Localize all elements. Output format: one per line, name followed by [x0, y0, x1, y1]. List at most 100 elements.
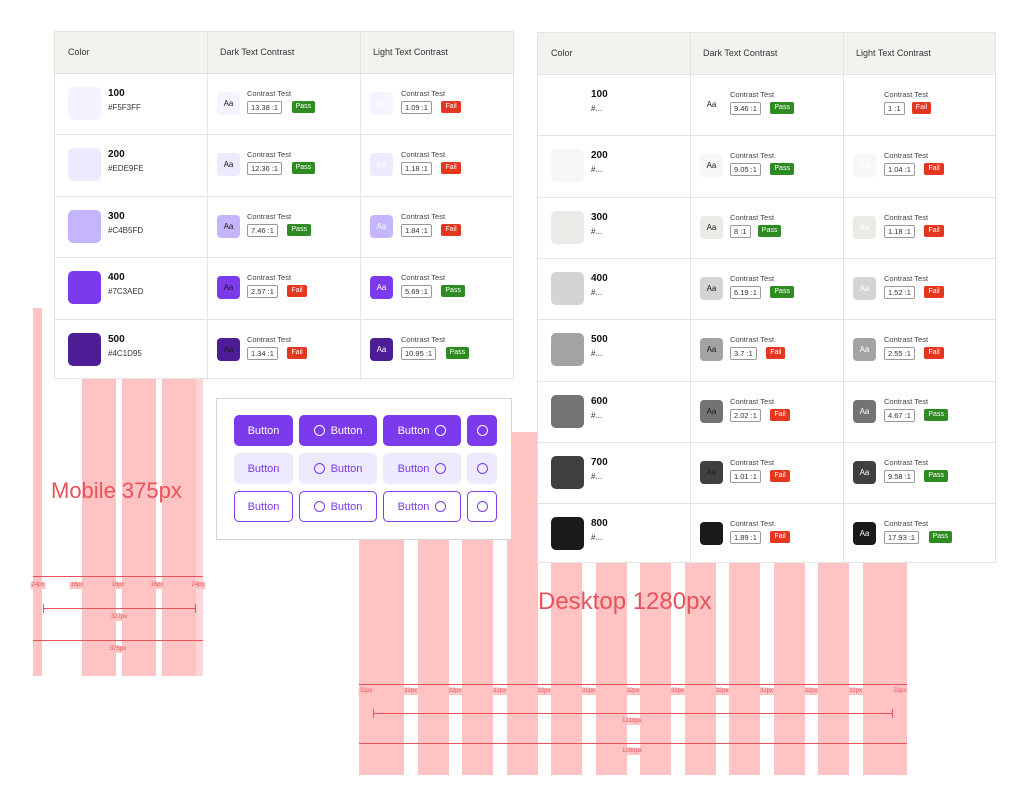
dim-label: 16px [69, 582, 85, 589]
button-soft[interactable]: Button [383, 453, 461, 484]
grid-column [862, 560, 894, 775]
dim-label: 32px [402, 688, 419, 695]
contrast-test-label: Contrast Test [247, 89, 292, 98]
contrast-test-label: Contrast Test [730, 151, 775, 161]
gray-contrast-table: Color Dark Text Contrast Light Text Cont… [537, 32, 996, 565]
hex-label: #... [591, 533, 603, 543]
dim-label: 1280px [621, 748, 643, 755]
color-swatch [551, 517, 584, 551]
shade-label: 300 [108, 210, 125, 222]
contrast-test-label: Contrast Test [884, 212, 929, 222]
dark-result-badge: Fail [770, 469, 790, 482]
shade-label: 400 [108, 272, 125, 284]
table-row: 400 #7C3AED Aa Contrast Test 2.57 :1 Fail Aa Co… [55, 257, 513, 318]
dark-ratio: 6.19 :1 [730, 285, 761, 299]
hex-label: #F5F3FF [108, 103, 141, 112]
shade-label: 200 [591, 150, 608, 162]
light-ratio: 1.52 :1 [884, 285, 915, 299]
contrast-test-label: Contrast Test [730, 335, 775, 345]
hex-label: #... [591, 104, 603, 113]
icon-button-outline[interactable] [467, 491, 497, 522]
table-header: Color Dark Text Contrast Light Text Cont… [55, 32, 513, 74]
row-divider [538, 135, 995, 137]
dark-sample: Aa [700, 276, 723, 300]
button-label: Button [397, 424, 430, 437]
dim-label: 32px [447, 688, 463, 695]
table-row: 500 #... Aa Contrast Test 3.7 :1 Fail Aa Contra… [538, 319, 995, 380]
button-label: Button [330, 500, 363, 513]
contrast-test-label: Contrast Test [401, 150, 446, 160]
hex-label: #... [591, 410, 603, 420]
dark-ratio: 7.46 :1 [247, 223, 278, 237]
light-sample: Aa [853, 399, 876, 423]
header-light-contrast: Light Text Contrast [856, 48, 931, 58]
light-result-badge: Fail [924, 285, 944, 298]
contrast-test-label: Contrast Test [884, 335, 929, 345]
button-outline[interactable]: Button [234, 491, 293, 522]
dim-label: 32px [536, 688, 552, 695]
light-sample: Aa [370, 276, 393, 300]
color-swatch [551, 149, 584, 183]
hex-label: #C4B5FD [108, 225, 144, 235]
dark-sample: Aa [217, 153, 240, 177]
light-result-badge: Fail [924, 224, 944, 237]
column-divider [360, 32, 361, 380]
dark-ratio: 1.89 :1 [730, 531, 761, 545]
button-outline[interactable]: Button [383, 491, 461, 522]
icon-button-solid[interactable] [467, 415, 497, 446]
color-swatch [551, 210, 584, 244]
header-dark-contrast: Dark Text Contrast [220, 47, 295, 57]
light-result-badge: Pass [441, 285, 465, 298]
button-label: Button [247, 424, 280, 437]
dark-ratio: 3.7 :1 [730, 347, 757, 361]
dim-label: 32px [803, 688, 819, 695]
grid-column [507, 432, 537, 562]
contrast-test-label: Contrast Test [884, 90, 929, 99]
dark-result-badge: Pass [757, 224, 782, 237]
dark-sample: Aa [700, 399, 723, 423]
hex-label: #... [591, 349, 603, 359]
grid-column [417, 540, 449, 775]
dim-label: 32px [714, 688, 730, 695]
button-soft[interactable]: Button [234, 453, 293, 484]
dim-label: 32px [669, 688, 686, 695]
light-ratio: 2.55 :1 [884, 347, 915, 361]
dark-sample: Aa [700, 522, 723, 546]
table-row: 400 #... Aa Contrast Test 6.19 :1 Pass Aa Contr… [538, 258, 995, 319]
button-soft[interactable]: Button [299, 453, 377, 484]
color-swatch [551, 271, 584, 305]
dark-result-badge: Pass [770, 102, 794, 114]
row-divider [538, 319, 995, 321]
light-sample: Aa [853, 522, 876, 546]
button-solid[interactable]: Button [383, 415, 461, 446]
light-result-badge: Fail [924, 163, 944, 176]
dark-sample: Aa [700, 460, 723, 484]
contrast-test-label: Contrast Test [247, 334, 292, 344]
grid-margin [359, 540, 373, 775]
grid-margin [893, 540, 907, 775]
shade-label: 200 [108, 149, 125, 161]
row-divider [538, 503, 995, 505]
color-swatch [551, 455, 584, 489]
dim-line [359, 743, 907, 744]
dark-result-badge: Pass [291, 162, 316, 175]
color-swatch [68, 209, 101, 243]
desktop-grid-title: Desktop 1280px [538, 588, 712, 615]
button-solid[interactable]: Button [299, 415, 377, 446]
light-ratio: 1.18 :1 [401, 162, 432, 176]
contrast-test-label: Contrast Test [401, 273, 446, 283]
grid-column [506, 540, 538, 775]
icon-button-soft[interactable] [467, 453, 497, 484]
circle-icon [476, 463, 488, 474]
dark-sample: Aa [217, 337, 240, 361]
contrast-test-label: Contrast Test [247, 273, 292, 283]
light-ratio: 1.84 :1 [401, 223, 432, 237]
hex-label: #4C1D95 [108, 348, 142, 358]
button-outline[interactable]: Button [299, 491, 377, 522]
dark-sample: Aa [217, 92, 240, 115]
header-dark-contrast: Dark Text Contrast [703, 48, 778, 58]
button-solid[interactable]: Button [234, 415, 293, 446]
shade-label: 300 [591, 211, 608, 223]
table-row: 700 #... Aa Contrast Test 1.01 :1 Fail Aa Contr… [538, 442, 995, 503]
table-row: 800 #... Aa Contrast Test 1.89 :1 Fail Aa Contr… [538, 503, 995, 564]
